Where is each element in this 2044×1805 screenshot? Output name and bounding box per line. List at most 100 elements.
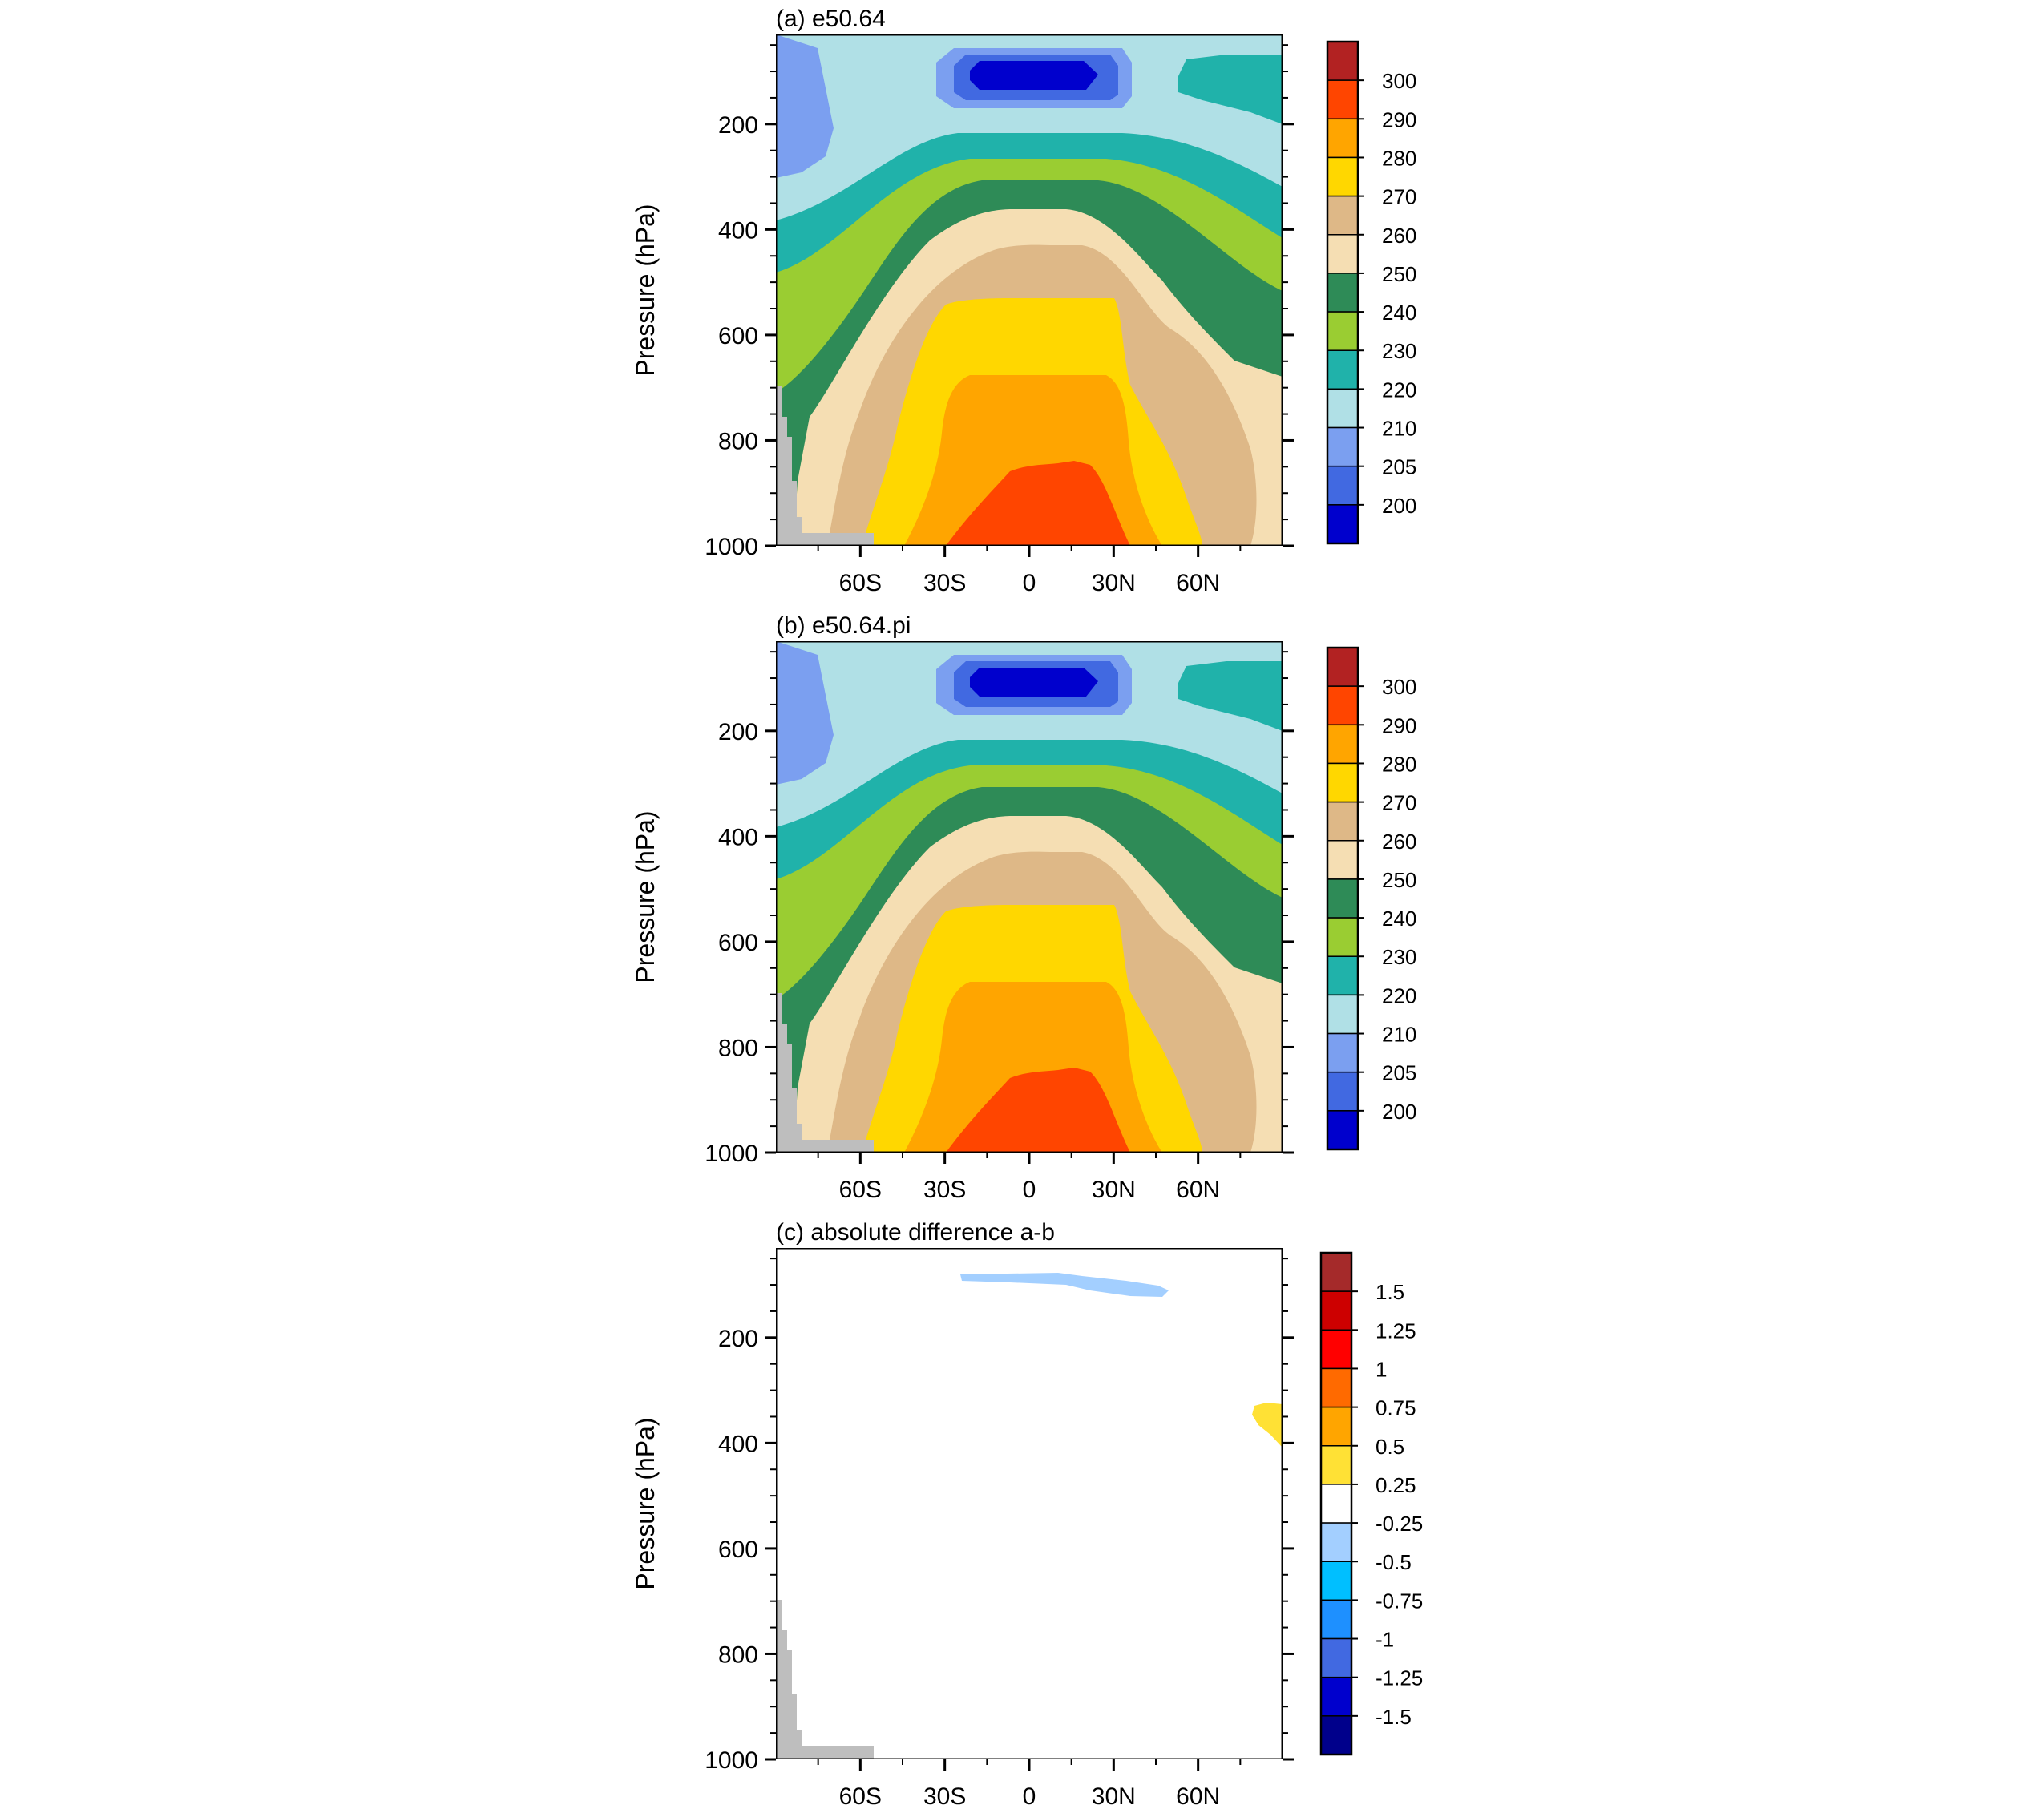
panel-b-colorbar-swatch (1327, 955, 1359, 996)
panel-a-colorbar-label: 270 (1382, 185, 1416, 209)
panel-b-contour-fill (776, 641, 1283, 1153)
panel-c-ytick-label: 600 (718, 1536, 758, 1563)
panel-b-axes: 200 400 600 800 1000 60S 30S 0 30N 60N Pressure (h… (631, 651, 1294, 1203)
panel-a-contours (776, 34, 1283, 546)
panel-b-colorbar-label: 205 (1382, 1061, 1416, 1085)
panel-c-terrain-mask (776, 1600, 874, 1759)
panel-c-xtick-label: 30N (1092, 1783, 1136, 1805)
panel-c-background (776, 1248, 1283, 1759)
panel-a-colorbar-frame (1326, 40, 1359, 545)
panel-a-colorbar-label: 300 (1382, 69, 1416, 93)
panel-a-band-lt200 (970, 61, 1098, 90)
panel-c-ylabel: Pressure (hPa) (631, 1417, 660, 1589)
panel-c-colorbar-swatch (1320, 1367, 1352, 1408)
panel-c-colorbar-label: -0.25 (1375, 1512, 1423, 1536)
panel-b-colorbar-swatch (1327, 1032, 1359, 1073)
panel-c-ytick-label: 800 (718, 1641, 758, 1668)
panel-b-colorbar-label: 210 (1382, 1023, 1416, 1047)
panel-a-contour-fill (776, 34, 1283, 546)
panel-b-xtick-label: 0 (1023, 1177, 1036, 1203)
panel-c-colorbar-label: -1.5 (1375, 1705, 1412, 1729)
panel-b-colorbar-swatch (1327, 762, 1359, 803)
panel-b-ytick-label: 200 (718, 719, 758, 745)
panel-c-colorbar-label: -1.25 (1375, 1666, 1423, 1690)
panel-a-xtick-label: 0 (1023, 570, 1036, 596)
panel-b-colorbar-swatch (1327, 994, 1359, 1035)
panel-c-colorbar-swatch (1320, 1329, 1352, 1370)
panel-b-colorbar-swatch (1327, 1110, 1359, 1150)
panel-a-colorbar-swatch (1327, 79, 1359, 120)
panel-c-colorbar-swatch (1320, 1406, 1352, 1447)
panel-b-colorbar-swatch (1327, 917, 1359, 957)
panel-b-colorbar-swatch (1327, 801, 1359, 842)
panel-b-colorbar-swatch (1327, 724, 1359, 765)
panel-a: (a) e50.64 200 400 600 800 1000 60S (631, 6, 1416, 596)
panel-b-colorbar-label: 200 (1382, 1100, 1416, 1124)
panel-a-terrain-mask (776, 386, 874, 546)
panel-b-contours (776, 641, 1283, 1153)
panel-a-title: (a) e50.64 (776, 6, 886, 32)
panel-c-xtick-label: 60S (839, 1783, 882, 1805)
panel-c-colorbar-swatch (1320, 1715, 1352, 1755)
panel-a-colorbar: 300 290 280 270 260 250 240 230 220 210 205 200 (1326, 40, 1416, 545)
panel-b: (b) e50.64.pi 200 400 600 800 1000 (631, 612, 1416, 1203)
panel-c-colorbar-swatch (1320, 1252, 1352, 1292)
panel-a-colorbar-swatch (1327, 156, 1359, 197)
panel-b-ytick-label: 400 (718, 824, 758, 850)
panel-c-ytick-label: 400 (718, 1431, 758, 1457)
panel-a-colorbar-swatch (1327, 118, 1359, 159)
panel-c-ytick-label: 200 (718, 1326, 758, 1352)
panel-c-colorbar-label: 1.5 (1375, 1280, 1404, 1304)
panel-c-xtick-label: 0 (1023, 1783, 1036, 1805)
panel-c-xtick-label: 60N (1176, 1783, 1220, 1805)
panel-a-band-290 (946, 461, 1130, 546)
panel-b-ytick-label: 800 (718, 1035, 758, 1061)
panel-b-colorbar-swatch (1327, 1071, 1359, 1112)
panel-a-xtick-label: 30N (1092, 570, 1136, 596)
panel-c-colorbar-swatch (1320, 1637, 1352, 1678)
panel-c-colorbar-label: 1 (1375, 1357, 1387, 1381)
panel-b-colorbar-label: 220 (1382, 983, 1416, 1007)
panel-c-xtick-label: 30S (923, 1783, 966, 1805)
panel-b-band-220-np (1178, 661, 1283, 731)
panel-a-colorbar-swatch (1327, 311, 1359, 351)
panel-a-colorbar-swatch (1327, 234, 1359, 274)
panel-b-colorbar-frame (1326, 646, 1359, 1151)
panel-c-negative-patch (960, 1273, 1169, 1297)
panel-a-colorbar-label: 280 (1382, 146, 1416, 170)
panel-b-colorbar-swatch (1327, 647, 1359, 687)
panel-b-band-290 (946, 1068, 1130, 1153)
panel-c: (c) absolute difference a-b 200 400 600 800… (631, 1219, 1423, 1805)
panel-b-colorbar-label: 280 (1382, 752, 1416, 776)
panel-c-positive-patch (1252, 1403, 1283, 1448)
panel-a-colorbar-label: 200 (1382, 494, 1416, 518)
panel-a-colorbar-swatch (1327, 426, 1359, 467)
panel-a-colorbar-label: 220 (1382, 378, 1416, 402)
panel-b-terrain-mask (776, 993, 874, 1153)
panel-b-band-205-sp (776, 641, 834, 785)
panel-b-colorbar-label: 240 (1382, 907, 1416, 931)
panel-b-colorbar-label: 230 (1382, 945, 1416, 969)
panel-a-ytick-label: 200 (718, 112, 758, 139)
panel-b-colorbar-swatch (1327, 878, 1359, 919)
panel-a-colorbar-swatch (1327, 349, 1359, 390)
panel-a-ytick-label: 600 (718, 323, 758, 349)
panel-b-colorbar-swatch (1327, 840, 1359, 880)
panel-a-colorbar-label: 240 (1382, 301, 1416, 325)
panel-c-axes: 200 400 600 800 1000 60S 30S 0 30N 60N Pressure (h… (631, 1258, 1294, 1805)
panel-c-colorbar-swatch (1320, 1599, 1352, 1640)
panel-a-ylabel: Pressure (hPa) (631, 204, 660, 376)
panel-c-colorbar-label: -0.5 (1375, 1550, 1412, 1574)
panel-a-colorbar-swatch (1327, 273, 1359, 313)
panel-a-xtick-label: 60N (1176, 570, 1220, 596)
panel-c-colorbar-label: 0.5 (1375, 1435, 1404, 1459)
panel-a-colorbar-swatch (1327, 195, 1359, 236)
panel-a-xtick-label: 30S (923, 570, 966, 596)
panel-a-colorbar-label: 260 (1382, 224, 1416, 248)
panel-a-ytick-label: 800 (718, 428, 758, 454)
panel-c-colorbar-frame (1319, 1251, 1353, 1756)
panel-b-ylabel: Pressure (hPa) (631, 810, 660, 983)
panel-a-colorbar-label: 290 (1382, 107, 1416, 131)
panel-b-colorbar-label: 250 (1382, 868, 1416, 892)
panel-a-colorbar-swatch (1327, 41, 1359, 81)
